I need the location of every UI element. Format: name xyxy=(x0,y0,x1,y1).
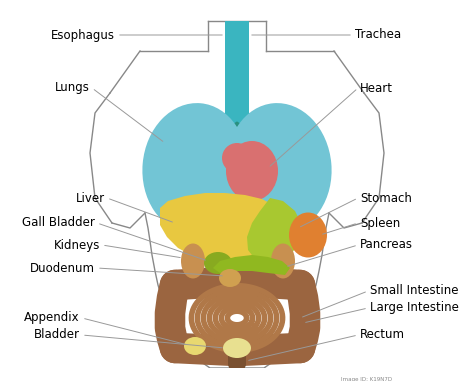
Ellipse shape xyxy=(271,243,295,279)
Polygon shape xyxy=(247,198,302,263)
Text: Liver: Liver xyxy=(76,192,105,205)
Text: Small Intestine: Small Intestine xyxy=(370,285,458,298)
Ellipse shape xyxy=(222,143,252,173)
Text: Bladder: Bladder xyxy=(34,328,80,341)
Bar xyxy=(0,368,474,381)
Text: Pancreas: Pancreas xyxy=(360,239,413,251)
Text: Spleen: Spleen xyxy=(360,216,400,229)
Text: Kidneys: Kidneys xyxy=(54,239,100,251)
Polygon shape xyxy=(160,193,282,261)
Ellipse shape xyxy=(181,243,205,279)
Ellipse shape xyxy=(184,337,206,355)
Polygon shape xyxy=(225,21,249,113)
Text: Large Intestine: Large Intestine xyxy=(370,301,459,314)
Ellipse shape xyxy=(226,141,278,201)
Text: Lungs: Lungs xyxy=(55,82,90,94)
Text: Gall Bladder: Gall Bladder xyxy=(22,216,95,229)
Text: Heart: Heart xyxy=(360,82,393,94)
Text: Esophagus: Esophagus xyxy=(51,29,115,42)
Text: Rectum: Rectum xyxy=(360,328,405,341)
Ellipse shape xyxy=(289,213,327,258)
Text: Trachea: Trachea xyxy=(355,29,401,42)
Ellipse shape xyxy=(142,103,247,233)
Text: alamy: alamy xyxy=(30,378,82,381)
Text: Appendix: Appendix xyxy=(24,312,80,325)
Text: Stomach: Stomach xyxy=(360,192,412,205)
Polygon shape xyxy=(213,255,290,275)
Ellipse shape xyxy=(223,338,251,358)
Polygon shape xyxy=(228,356,246,373)
Text: Image ID: K19N7D: Image ID: K19N7D xyxy=(341,378,392,381)
Ellipse shape xyxy=(227,103,332,233)
Text: Duodenum: Duodenum xyxy=(30,261,95,274)
Ellipse shape xyxy=(204,252,232,274)
Ellipse shape xyxy=(219,269,241,287)
